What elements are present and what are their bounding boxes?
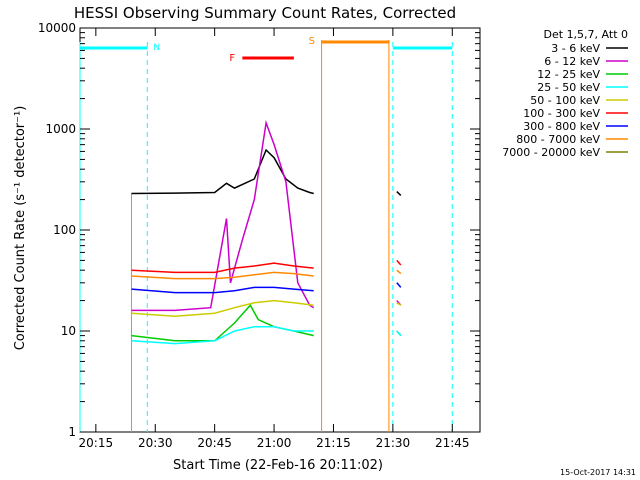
legend-label-0: 3 - 6 keV [551,42,600,55]
y-tick-label-2: 100 [53,223,76,237]
series-line-3-seg-1 [396,330,402,337]
series-line-4-seg-1 [396,302,402,306]
series-line-4-seg-0 [131,299,314,317]
legend-label-6: 300 - 800 keV [523,120,600,133]
chart-title: HESSI Observing Summary Count Rates, Cor… [74,4,456,22]
y-tick-label-1: 10 [61,324,76,338]
legend-label-8: 7000 - 20000 keV [502,146,600,159]
series-line-1-seg-0 [131,119,315,312]
legend-title: Det 1,5,7, Att 0 [544,28,628,41]
series-line-6-seg-1 [396,282,402,288]
series-line-7-seg-0 [131,271,314,280]
series-line-3-seg-0 [131,326,314,345]
plot-frame [79,27,481,433]
y-tick-label-3: 1000 [45,122,76,136]
legend-label-2: 12 - 25 keV [537,68,600,81]
x-tick-label-2: 20:45 [197,436,232,450]
x-tick-label-1: 20:30 [138,436,173,450]
x-axis-label: Start Time (22-Feb-16 20:11:02) [173,458,383,473]
y-tick-label-4: 10000 [38,21,76,35]
legend-label-5: 100 - 300 keV [523,107,600,120]
series-line-0-seg-1 [396,191,402,196]
x-tick-label-5: 21:30 [376,436,411,450]
series-line-6-seg-0 [131,286,314,294]
legend-label-1: 6 - 12 keV [544,55,600,68]
y-axis-label: Corrected Count Rate (s⁻¹ detector⁻¹) [13,106,28,351]
series-line-5-seg-1 [396,259,402,266]
legend-label-4: 50 - 100 keV [530,94,600,107]
x-tick-label-3: 21:00 [257,436,292,450]
plot-area: N F S [79,27,481,433]
saa-label: S [309,36,315,47]
night-label: N [153,43,160,53]
y-tick-label-0: 1 [68,425,76,439]
legend-label-3: 25 - 50 keV [537,81,600,94]
y-axis: 1 10 100 1000 10000 [38,21,480,439]
flare-label: F [229,53,235,64]
x-tick-label-0: 20:15 [79,436,114,450]
legend-label-7: 800 - 7000 keV [516,133,600,146]
x-tick-label-6: 21:45 [435,436,470,450]
x-tick-label-4: 21:15 [316,436,351,450]
x-axis: 20:15 20:30 20:45 21:00 21:15 21:30 21:45 [79,28,470,450]
series-line-7-seg-1 [396,269,402,275]
timestamp: 15-Oct-2017 14:31 [560,468,636,477]
series-line-5-seg-0 [131,262,314,274]
